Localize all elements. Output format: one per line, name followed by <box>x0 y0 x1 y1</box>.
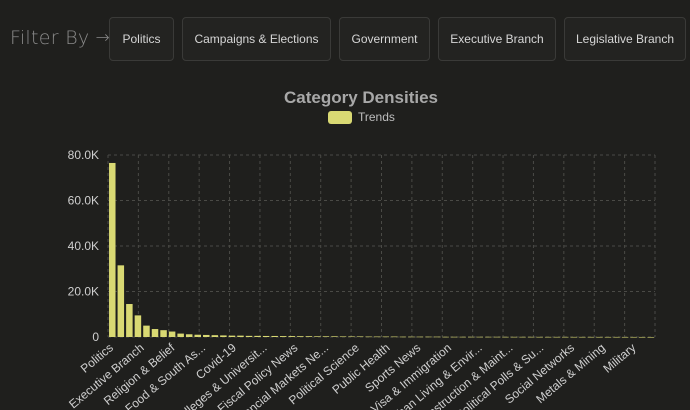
bar <box>467 336 475 338</box>
bar <box>399 336 407 338</box>
bar <box>450 336 458 338</box>
bar <box>459 336 466 338</box>
bar <box>425 336 432 338</box>
bar <box>331 336 338 337</box>
filter-chip-campaigns-elections[interactable]: Campaigns & Elections <box>182 17 331 61</box>
bar <box>220 335 227 337</box>
bar <box>305 336 313 337</box>
bar <box>647 336 654 338</box>
bar <box>527 336 535 338</box>
bar <box>493 336 501 338</box>
bar <box>151 329 159 337</box>
chart-title: Category Densities <box>284 88 438 107</box>
filter-chip-legislative-branch[interactable]: Legislative Branch <box>564 17 686 61</box>
bar <box>279 336 287 337</box>
bar <box>442 336 449 338</box>
y-tick-label: 40.0K <box>68 239 99 253</box>
bar <box>596 336 603 338</box>
legend-swatch-trends[interactable] <box>328 110 352 124</box>
bar <box>638 336 646 338</box>
bar <box>203 334 210 337</box>
chart-legend[interactable]: Trends <box>328 110 395 124</box>
y-tick-label: 60.0K <box>68 194 99 208</box>
bar <box>553 336 560 338</box>
bar <box>519 336 526 338</box>
bar <box>288 336 296 337</box>
bar <box>391 336 398 338</box>
bar <box>245 335 253 337</box>
filter-chip-government[interactable]: Government <box>339 17 430 61</box>
bar <box>322 336 330 337</box>
filter-chip-politics[interactable]: Politics <box>109 17 174 61</box>
bar <box>630 336 637 338</box>
bar <box>109 162 116 337</box>
bar <box>228 335 236 337</box>
bar <box>348 336 355 338</box>
filter-chip-executive-branch[interactable]: Executive Branch <box>438 17 556 61</box>
bar <box>297 336 304 337</box>
bar <box>117 265 125 337</box>
bar <box>271 335 278 337</box>
bar <box>579 336 586 338</box>
bar <box>339 336 347 338</box>
bar <box>194 334 201 337</box>
x-tick-label: Military <box>600 341 638 376</box>
bar <box>373 336 381 338</box>
bar <box>433 336 441 338</box>
filter-bar: Filter By → Politics Campaigns & Electio… <box>0 0 690 78</box>
bar <box>160 330 167 337</box>
bar <box>562 336 569 338</box>
bar <box>134 315 142 337</box>
bar <box>613 336 620 338</box>
y-tick-label: 20.0K <box>68 285 99 299</box>
bar <box>177 333 184 337</box>
bar <box>382 336 390 338</box>
bar <box>237 335 244 337</box>
bar <box>476 336 484 338</box>
filter-by-text: Filter By <box>10 27 90 49</box>
bar <box>502 336 509 338</box>
bar <box>126 304 133 337</box>
legend-label-trends: Trends <box>358 110 395 124</box>
bar <box>485 336 492 338</box>
bar <box>356 336 364 338</box>
bar <box>365 336 372 338</box>
bar <box>314 336 321 337</box>
bar <box>587 336 595 338</box>
bar <box>262 335 270 337</box>
bar <box>604 336 612 338</box>
bar <box>544 336 552 338</box>
bar <box>211 335 219 337</box>
bar <box>185 334 193 337</box>
bar <box>536 336 543 338</box>
bar <box>168 331 176 337</box>
bar <box>143 325 150 337</box>
bar <box>408 336 415 338</box>
arrow-right-icon: → <box>95 28 111 48</box>
bar <box>621 336 629 338</box>
filter-by-label: Filter By → <box>10 27 110 49</box>
y-tick-label: 0 <box>92 330 99 344</box>
bar <box>510 336 518 338</box>
bar <box>254 335 261 337</box>
bar <box>416 336 424 338</box>
bar <box>570 336 578 338</box>
y-tick-label: 80.0K <box>68 148 99 162</box>
